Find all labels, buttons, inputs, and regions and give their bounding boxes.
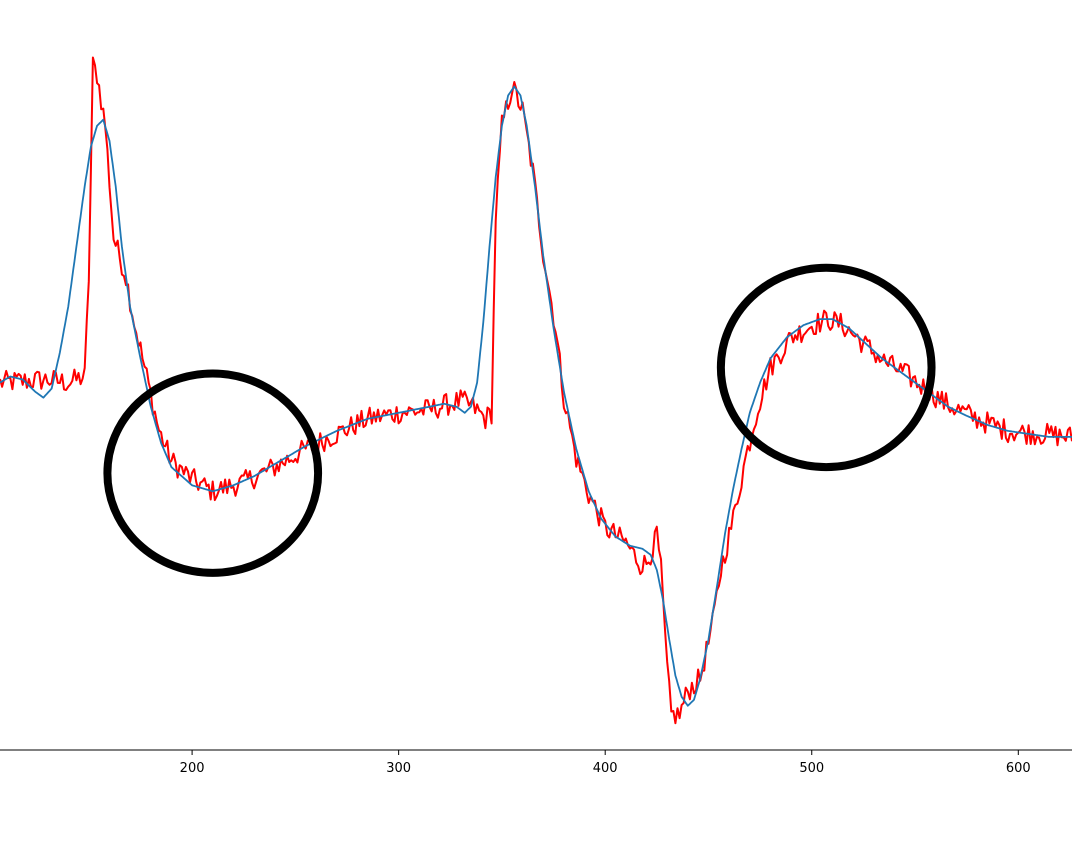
x-tick-label: 500 [799,761,824,776]
highlight-circle-1 [103,369,323,577]
x-tick-label: 200 [180,761,205,776]
x-tick-label: 400 [593,761,618,776]
series-layer [0,56,1072,725]
series-line-blue [0,85,1072,707]
x-axis-ticks: 200 300 400 500 600 [180,750,1031,776]
x-tick-label: 300 [386,761,411,776]
x-tick-label: 600 [1006,761,1031,776]
annotation-layer [103,263,936,577]
highlight-circle-2 [716,263,936,472]
